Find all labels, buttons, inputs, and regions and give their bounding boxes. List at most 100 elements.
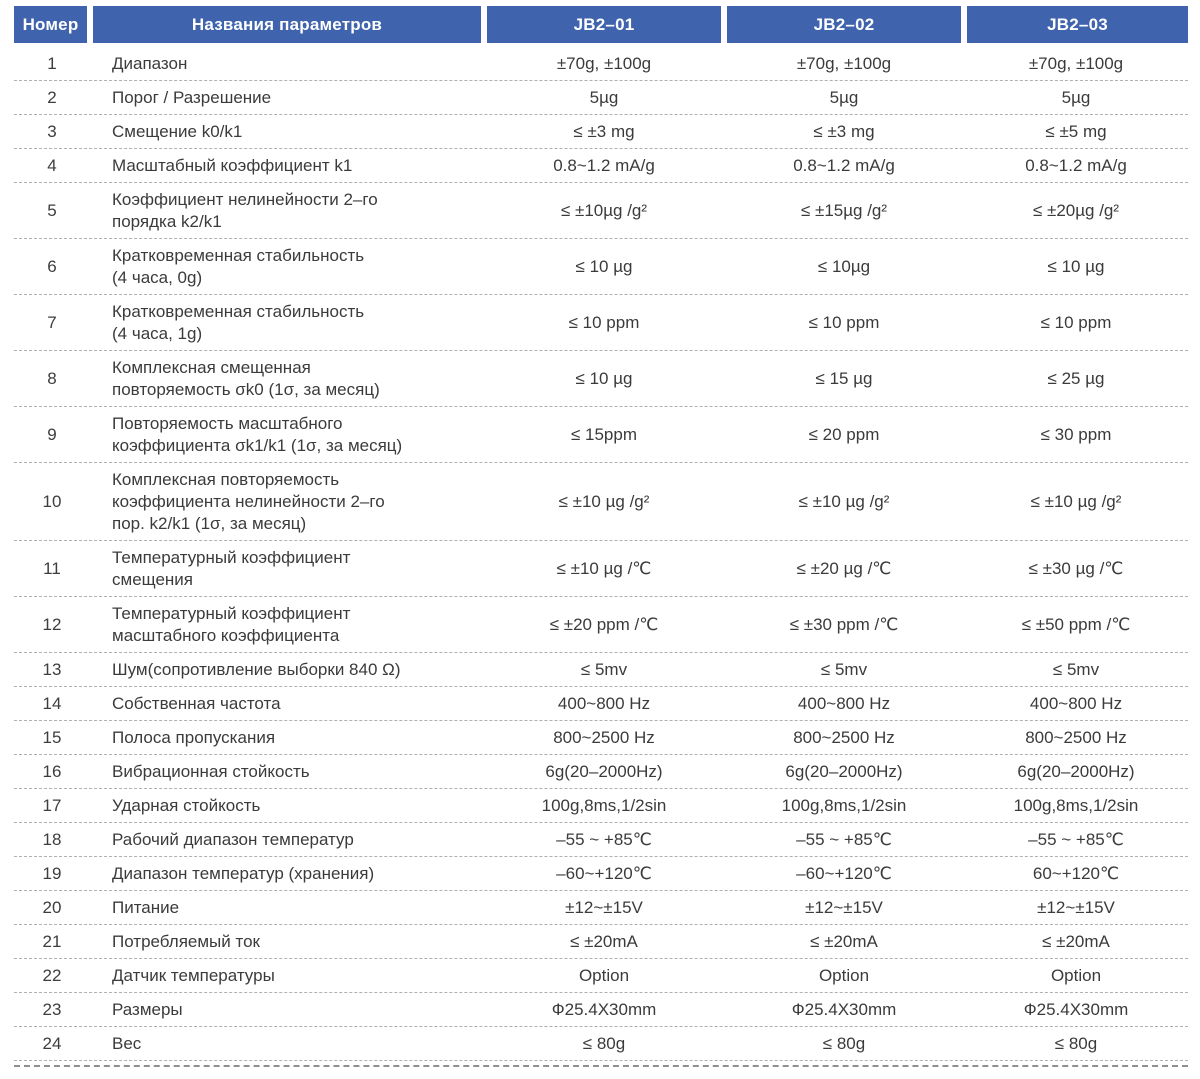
row-number: 10 (42, 491, 62, 511)
value-jb2-01: –55 ~ +85℃ (556, 829, 652, 849)
value-jb2-02: ≤ 10µg (817, 256, 871, 276)
param-name: Размеры (112, 999, 183, 1019)
header-param-names: Названия параметров (93, 6, 481, 43)
value-jb2-03: 800~2500 Hz (1025, 727, 1127, 747)
value-jb2-01: ≤ ±3 mg (573, 121, 635, 141)
param-name: Комплексная смещенная повторяемость σk0 … (112, 357, 380, 399)
value-jb2-01: ≤ ±10µg /g² (560, 200, 648, 220)
table-body: 1 Диапазон ±70g, ±100g ±70g, ±100g ±70g,… (14, 47, 1188, 1061)
row-number: 14 (42, 693, 62, 713)
value-jb2-03: ≤ ±20mA (1042, 931, 1110, 951)
param-name: Комплексная повторяемость коэффициента н… (112, 469, 385, 533)
value-jb2-02: ≤ 5mv (820, 659, 868, 679)
value-jb2-03: ±12~±15V (1037, 897, 1115, 917)
table-row: 1 Диапазон ±70g, ±100g ±70g, ±100g ±70g,… (14, 47, 1188, 81)
table-row: 24 Вес ≤ 80g ≤ 80g ≤ 80g (14, 1027, 1188, 1061)
row-number: 8 (47, 368, 57, 388)
table-row: 14 Собственная частота 400~800 Hz 400~80… (14, 687, 1188, 721)
row-number: 2 (47, 87, 57, 107)
row-number: 24 (42, 1033, 62, 1053)
value-jb2-03: ≤ 5mv (1052, 659, 1100, 679)
value-jb2-01: Ф25.4X30mm (551, 999, 657, 1019)
table-row: 23 Размеры Ф25.4X30mm Ф25.4X30mm Ф25.4X3… (14, 993, 1188, 1027)
value-jb2-02: 0.8~1.2 mA/g (793, 155, 895, 175)
table-row: 22 Датчик температуры Option Option Opti… (14, 959, 1188, 993)
value-jb2-02: Option (818, 965, 870, 985)
param-name: Порог / Разрешение (112, 87, 272, 107)
value-jb2-01: ≤ 10 µg (575, 368, 633, 388)
value-jb2-01: 0.8~1.2 mA/g (553, 155, 655, 175)
row-number: 20 (42, 897, 62, 917)
param-name: Рабочий диапазон температур (112, 829, 354, 849)
value-jb2-02: ±12~±15V (805, 897, 883, 917)
table-row: 13 Шум(сопротивление выборки 840 Ω) ≤ 5m… (14, 653, 1188, 687)
row-number: 3 (47, 121, 57, 141)
value-jb2-02: ≤ 20 ppm (808, 424, 880, 444)
param-name: Коэффициент нелинейности 2–го порядка k2… (112, 189, 378, 231)
table-row: 2 Порог / Разрешение 5µg 5µg 5µg (14, 81, 1188, 115)
row-number: 16 (42, 761, 62, 781)
value-jb2-02: ≤ ±20mA (810, 931, 878, 951)
table-row: 18 Рабочий диапазон температур –55 ~ +85… (14, 823, 1188, 857)
table-row: 7 Кратковременная стабильность (4 часа, … (14, 295, 1188, 351)
value-jb2-02: ≤ 80g (822, 1033, 866, 1053)
value-jb2-03: ≤ ±30 µg /℃ (1028, 558, 1124, 578)
value-jb2-03: ≤ ±10 µg /g² (1030, 491, 1122, 511)
param-name: Масштабный коэффициент k1 (112, 155, 353, 175)
param-name: Температурный коэффициент смещения (112, 547, 351, 589)
table-bottom-border (14, 1061, 1188, 1067)
param-name: Повторяемость масштабного коэффициента σ… (112, 413, 403, 455)
value-jb2-02: ≤ ±10 µg /g² (798, 491, 890, 511)
value-jb2-01: 5µg (589, 87, 619, 107)
param-name: Вибрационная стойкость (112, 761, 310, 781)
value-jb2-02: ≤ ±15µg /g² (800, 200, 888, 220)
value-jb2-02: ±70g, ±100g (796, 53, 892, 73)
table-row: 20 Питание ±12~±15V ±12~±15V ±12~±15V (14, 891, 1188, 925)
param-name: Датчик температуры (112, 965, 275, 985)
value-jb2-01: ≤ 15ppm (570, 424, 638, 444)
value-jb2-01: 800~2500 Hz (553, 727, 655, 747)
value-jb2-03: 5µg (1061, 87, 1091, 107)
row-number: 15 (42, 727, 62, 747)
param-name: Диапазон (112, 53, 188, 73)
header-jb2-03: JB2–03 (967, 6, 1188, 43)
value-jb2-02: 5µg (829, 87, 859, 107)
table-row: 5 Коэффициент нелинейности 2–го порядка … (14, 183, 1188, 239)
value-jb2-03: ≤ ±50 ppm /℃ (1021, 614, 1131, 634)
value-jb2-03: ±70g, ±100g (1028, 53, 1124, 73)
param-name: Температурный коэффициент масштабного ко… (112, 603, 351, 645)
value-jb2-03: –55 ~ +85℃ (1028, 829, 1124, 849)
value-jb2-01: Option (578, 965, 630, 985)
table-row: 10 Комплексная повторяемость коэффициент… (14, 463, 1188, 541)
param-name: Ударная стойкость (112, 795, 261, 815)
value-jb2-02: ≤ ±3 mg (813, 121, 875, 141)
value-jb2-03: Option (1050, 965, 1102, 985)
param-name: Вес (112, 1033, 142, 1053)
row-number: 17 (42, 795, 62, 815)
row-number: 9 (47, 424, 57, 444)
table-row: 9 Повторяемость масштабного коэффициента… (14, 407, 1188, 463)
value-jb2-02: ≤ 10 ppm (808, 312, 880, 332)
value-jb2-01: –60~+120℃ (556, 863, 652, 883)
value-jb2-03: ≤ 10 ppm (1040, 312, 1112, 332)
table-row: 15 Полоса пропускания 800~2500 Hz 800~25… (14, 721, 1188, 755)
row-number: 23 (42, 999, 62, 1019)
value-jb2-02: 100g,8ms,1/2sin (781, 795, 907, 815)
row-number: 4 (47, 155, 57, 175)
table-row: 21 Потребляемый ток ≤ ±20mA ≤ ±20mA ≤ ±2… (14, 925, 1188, 959)
row-number: 5 (47, 200, 57, 220)
value-jb2-02: ≤ 15 µg (815, 368, 873, 388)
row-number: 12 (42, 614, 62, 634)
table-row: 19 Диапазон температур (хранения) –60~+1… (14, 857, 1188, 891)
row-number: 1 (47, 53, 57, 73)
row-number: 13 (42, 659, 62, 679)
table-row: 11 Температурный коэффициент смещения ≤ … (14, 541, 1188, 597)
value-jb2-01: ≤ 5mv (580, 659, 628, 679)
header-number: Номер (14, 6, 87, 43)
row-number: 21 (42, 931, 62, 951)
table-row: 8 Комплексная смещенная повторяемость σk… (14, 351, 1188, 407)
value-jb2-01: ±70g, ±100g (556, 53, 652, 73)
spec-table: Номер Названия параметров JB2–01 JB2–02 … (14, 6, 1188, 1067)
row-number: 6 (47, 256, 57, 276)
param-name: Кратковременная стабильность (4 часа, 1g… (112, 301, 365, 343)
